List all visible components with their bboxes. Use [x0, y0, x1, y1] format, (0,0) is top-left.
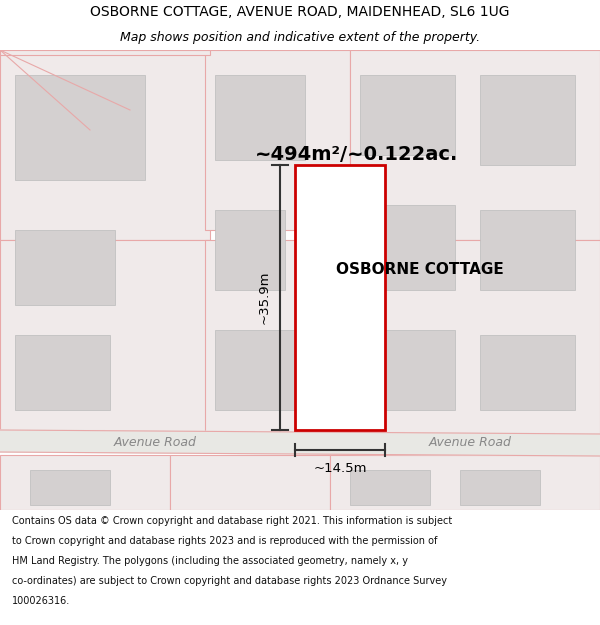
Bar: [360, 75, 455, 155]
Bar: [350, 50, 600, 240]
Bar: [0, 240, 210, 435]
Bar: [0, 50, 210, 55]
Bar: [360, 330, 455, 410]
Text: OSBORNE COTTAGE, AVENUE ROAD, MAIDENHEAD, SL6 1UG: OSBORNE COTTAGE, AVENUE ROAD, MAIDENHEAD…: [90, 6, 510, 19]
Bar: [205, 240, 350, 435]
Bar: [460, 470, 540, 505]
Bar: [0, 50, 210, 240]
Text: ~494m²/~0.122ac.: ~494m²/~0.122ac.: [255, 146, 458, 164]
Bar: [0, 455, 170, 510]
Bar: [215, 75, 305, 160]
Text: Contains OS data © Crown copyright and database right 2021. This information is : Contains OS data © Crown copyright and d…: [12, 516, 452, 526]
Text: HM Land Registry. The polygons (including the associated geometry, namely x, y: HM Land Registry. The polygons (includin…: [12, 556, 408, 566]
Bar: [480, 210, 575, 290]
Bar: [170, 455, 330, 510]
Bar: [15, 230, 115, 305]
Text: Avenue Road: Avenue Road: [113, 436, 196, 449]
Text: ~35.9m: ~35.9m: [257, 271, 271, 324]
Text: Map shows position and indicative extent of the property.: Map shows position and indicative extent…: [120, 31, 480, 44]
Bar: [350, 470, 430, 505]
Text: co-ordinates) are subject to Crown copyright and database rights 2023 Ordnance S: co-ordinates) are subject to Crown copyr…: [12, 576, 447, 586]
Text: 100026316.: 100026316.: [12, 596, 70, 606]
Bar: [15, 335, 110, 410]
Bar: [360, 205, 455, 290]
Bar: [480, 75, 575, 165]
Bar: [215, 330, 295, 410]
Text: OSBORNE COTTAGE: OSBORNE COTTAGE: [336, 262, 504, 278]
Bar: [330, 455, 600, 510]
Bar: [15, 75, 145, 180]
Text: Avenue Road: Avenue Road: [428, 436, 511, 449]
Bar: [480, 335, 575, 410]
Text: ~14.5m: ~14.5m: [313, 461, 367, 474]
Bar: [295, 165, 385, 430]
Text: to Crown copyright and database rights 2023 and is reproduced with the permissio: to Crown copyright and database rights 2…: [12, 536, 437, 546]
Bar: [205, 50, 350, 230]
Bar: [30, 470, 110, 505]
Bar: [215, 210, 285, 290]
Bar: [350, 240, 600, 435]
